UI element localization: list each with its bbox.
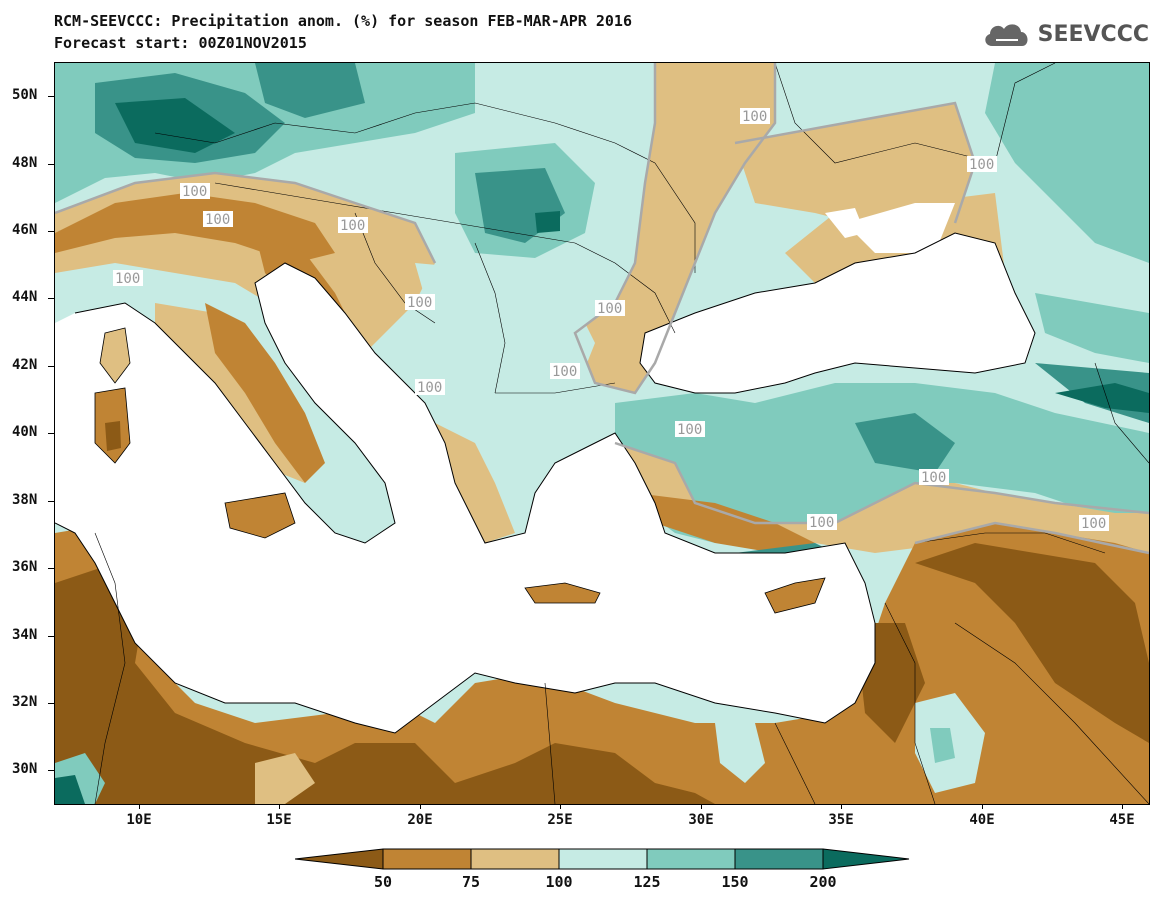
- lat-label-50n: 50N: [12, 87, 38, 103]
- lon-tick: [420, 803, 421, 809]
- contour-label: 100: [205, 212, 230, 228]
- lon-tick: [560, 803, 561, 809]
- colorbar-tick-label: 125: [633, 873, 661, 891]
- map-canvas: 100 100 100 100 100 100 100 100 100 100 …: [55, 63, 1149, 804]
- lat-tick: [48, 501, 54, 502]
- colorbar-bin: [734, 848, 824, 870]
- lat-tick: [48, 433, 54, 434]
- seevccc-logo: SEEVCCC: [982, 20, 1149, 48]
- contour-label: 100: [340, 218, 365, 234]
- contour-labels: 100 100 100 100 100 100 100 100 100 100 …: [113, 108, 1109, 532]
- lat-tick: [48, 298, 54, 299]
- islands: [94, 208, 865, 614]
- colorbar-bin: [822, 848, 910, 870]
- contour-label: 100: [921, 470, 946, 486]
- lon-label-40e: 40E: [969, 812, 995, 828]
- lon-label-45e: 45E: [1109, 812, 1135, 828]
- lat-tick: [48, 366, 54, 367]
- contour-label: 100: [1081, 516, 1106, 532]
- lon-label-15e: 15E: [266, 812, 292, 828]
- lon-tick: [1122, 803, 1123, 809]
- colorbar-bin: [382, 848, 472, 870]
- contour-label: 100: [182, 184, 207, 200]
- lat-label-34n: 34N: [12, 627, 38, 643]
- lon-tick: [279, 803, 280, 809]
- lon-tick: [701, 803, 702, 809]
- lat-tick: [48, 164, 54, 165]
- cloud-icon: [984, 24, 1028, 46]
- teal-region-north: [55, 63, 595, 258]
- lat-label-42n: 42N: [12, 357, 38, 373]
- contour-label: 100: [969, 157, 994, 173]
- map-title: RCM-SEEVCCC: Precipitation anom. (%) for…: [54, 12, 632, 30]
- lat-tick: [48, 568, 54, 569]
- brown-region-south: [55, 523, 1149, 804]
- forecast-start-label: Forecast start: 00Z01NOV2015: [54, 34, 307, 52]
- lat-label-40n: 40N: [12, 424, 38, 440]
- lon-tick: [139, 803, 140, 809]
- logo-text: SEEVCCC: [1037, 21, 1149, 47]
- lat-label-38n: 38N: [12, 492, 38, 508]
- colorbar: [295, 848, 910, 870]
- lon-label-20e: 20E: [407, 812, 433, 828]
- colorbar-tick-label: 200: [809, 873, 837, 891]
- lat-tick: [48, 703, 54, 704]
- lat-tick: [48, 231, 54, 232]
- lat-label-46n: 46N: [12, 222, 38, 238]
- colorbar-bin: [470, 848, 560, 870]
- contour-label: 100: [552, 364, 577, 380]
- lat-tick: [48, 770, 54, 771]
- contour-label: 100: [115, 271, 140, 287]
- lat-label-44n: 44N: [12, 289, 38, 305]
- contour-label: 100: [417, 380, 442, 396]
- lat-label-36n: 36N: [12, 559, 38, 575]
- lat-tick: [48, 636, 54, 637]
- lon-label-25e: 25E: [547, 812, 573, 828]
- lon-tick: [841, 803, 842, 809]
- lat-label-48n: 48N: [12, 155, 38, 171]
- lon-label-35e: 35E: [828, 812, 854, 828]
- contour-label: 100: [677, 422, 702, 438]
- anomaly-map: 100 100 100 100 100 100 100 100 100 100 …: [54, 62, 1150, 805]
- seas: [55, 203, 1035, 733]
- colorbar-tick-label: 50: [373, 873, 393, 891]
- colorbar-bin: [295, 848, 384, 870]
- lon-label-30e: 30E: [688, 812, 714, 828]
- colorbar-tick-label: 150: [721, 873, 749, 891]
- country-borders: [94, 63, 1149, 804]
- coastlines: [55, 232, 1036, 734]
- contour-label: 100: [597, 301, 622, 317]
- colorbar-tick-label: 100: [545, 873, 573, 891]
- colorbar-tick-label: 75: [461, 873, 481, 891]
- lon-label-10e: 10E: [126, 812, 152, 828]
- contour-label: 100: [742, 109, 767, 125]
- lat-label-30n: 30N: [12, 761, 38, 777]
- lat-label-32n: 32N: [12, 694, 38, 710]
- contour-label: 100: [407, 295, 432, 311]
- contour-label: 100: [809, 515, 834, 531]
- lat-tick: [48, 96, 54, 97]
- lon-tick: [982, 803, 983, 809]
- colorbar-bin: [558, 848, 648, 870]
- teal-region-northeast: [985, 63, 1149, 363]
- colorbar-bin: [646, 848, 736, 870]
